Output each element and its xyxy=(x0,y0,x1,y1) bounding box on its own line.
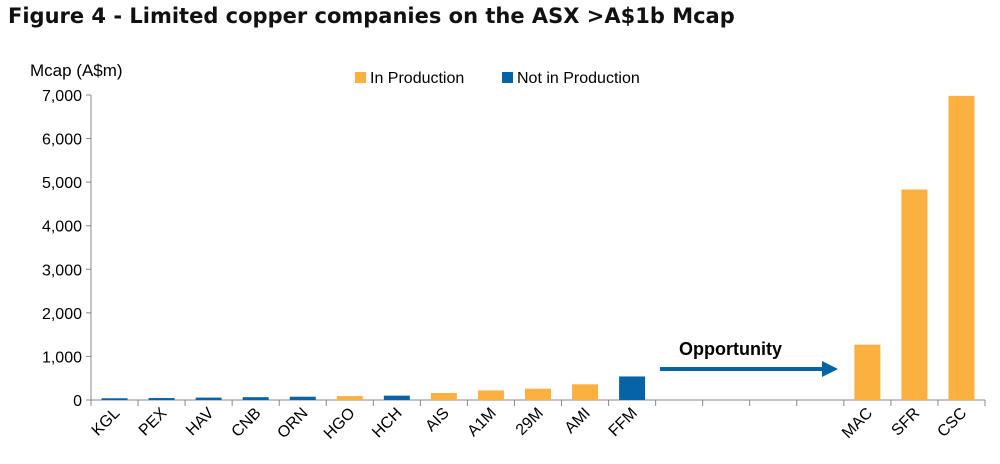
y-tick-label: 5,000 xyxy=(42,175,82,192)
bar-orn xyxy=(289,396,316,400)
legend: In Production Not in Production xyxy=(355,70,640,87)
x-tick-label-orn: ORN xyxy=(274,405,311,442)
legend-swatch-not-in-production xyxy=(502,72,513,83)
x-tick-label-kgl: KGL xyxy=(89,405,124,440)
opportunity-arrowhead xyxy=(822,361,838,377)
y-tick-label: 2,000 xyxy=(42,306,82,323)
x-tick-label-sfr: SFR xyxy=(889,405,924,440)
y-tick-label: 7,000 xyxy=(42,88,82,105)
x-tick-label-cnb: CNB xyxy=(229,405,265,441)
bar-kgl xyxy=(101,398,128,400)
y-axis-ticks: 0 1,000 2,000 3,000 4,000 5,000 6,000 7,000 xyxy=(42,88,91,410)
x-tick-label-mac: MAC xyxy=(839,405,876,442)
bars xyxy=(101,95,975,400)
x-tick-label-hav: HAV xyxy=(183,405,218,440)
x-tick-label-csc: CSC xyxy=(934,405,970,441)
x-axis-labels: KGL PEX HAV CNB ORN HGO HCH AIS A1M 29M AMI FFM MAC S… xyxy=(89,405,971,443)
x-tick-label-hch: HCH xyxy=(369,405,406,442)
bar-hch xyxy=(383,395,410,400)
x-tick-label-ffm: FFM xyxy=(606,405,641,440)
figure-title: Figure 4 - Limited copper companies on t… xyxy=(8,4,735,28)
bar-hgo xyxy=(336,396,363,400)
y-tick-label: 1,000 xyxy=(42,349,82,366)
y-tick-label: 0 xyxy=(73,393,82,410)
legend-swatch-in-production xyxy=(355,72,366,83)
bar-ffm xyxy=(619,376,646,400)
x-tick-label-ais: AIS xyxy=(422,405,452,435)
y-tick-label: 3,000 xyxy=(42,262,82,279)
x-tick-label-29m: 29M xyxy=(513,405,547,439)
bar-ami xyxy=(572,384,599,400)
x-axis-ticks xyxy=(90,400,986,406)
bar-mac xyxy=(854,344,881,400)
legend-label-not-in-production: Not in Production xyxy=(517,70,640,87)
y-axis-label: Mcap (A$m) xyxy=(30,61,123,80)
bar-cnb xyxy=(242,397,269,400)
y-tick-label: 6,000 xyxy=(42,132,82,149)
x-tick-label-ami: AMI xyxy=(562,405,594,437)
y-tick-label: 4,000 xyxy=(42,219,82,236)
bar-ais xyxy=(430,393,457,400)
bar-sfr xyxy=(901,189,928,400)
x-tick-label-a1m: A1M xyxy=(464,405,499,440)
bar-a1m xyxy=(477,390,504,400)
bar-29m xyxy=(525,388,551,400)
x-tick-label-pex: PEX xyxy=(136,405,171,440)
opportunity-label: Opportunity xyxy=(679,339,782,359)
bar-hav xyxy=(195,397,222,400)
opportunity-annotation: Opportunity xyxy=(660,339,838,377)
x-tick-label-hgo: HGO xyxy=(321,405,359,443)
bar-csc xyxy=(948,95,975,400)
bar-pex xyxy=(148,398,175,400)
legend-label-in-production: In Production xyxy=(370,70,464,87)
